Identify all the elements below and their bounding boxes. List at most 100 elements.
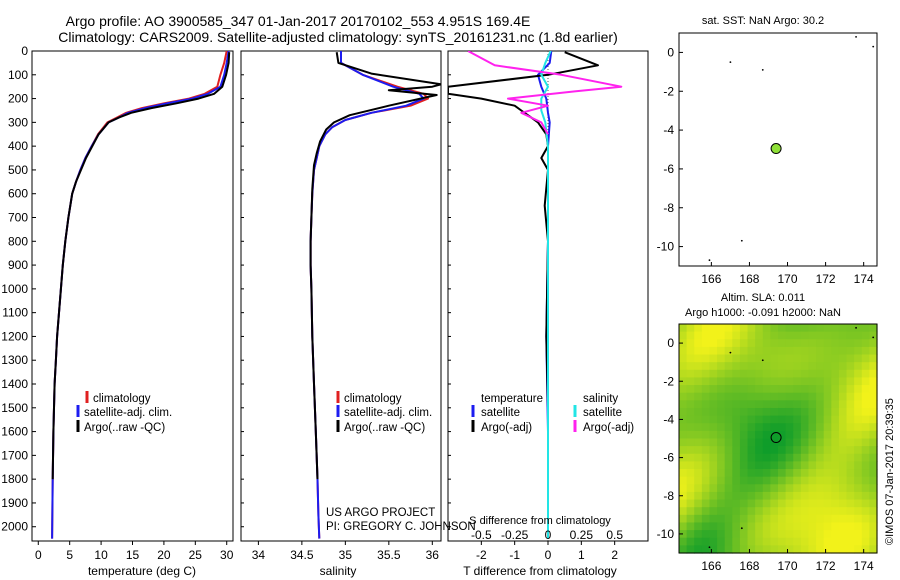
sla-cell [694,522,703,531]
legend-label-s-satellite: satellite [583,407,622,419]
sla-cell [861,400,870,409]
sla-cell [739,392,749,401]
sla-cell [869,446,878,455]
sla-cell [861,514,870,524]
sla-cell [854,324,863,333]
y-tick-label: 1000 [1,282,28,296]
sla-cell [823,530,832,539]
sla-cell [679,407,688,417]
sla-cell [739,346,749,356]
sla-cell [747,430,756,440]
map-frame [678,323,878,554]
sla-cell [800,346,810,356]
sla-cell [808,324,817,333]
title-line-1: Argo profile: AO 3900585_347 01-Jan-2017… [66,13,531,29]
sla-cell [831,354,840,363]
sla-cell [686,491,695,501]
sla-cell [831,331,840,340]
sla-cell [694,446,703,455]
sla-cell [709,499,718,508]
sla-cell [694,537,703,546]
sla-cell [686,369,695,379]
sla-cell [793,400,802,409]
sla-cell [861,331,870,340]
sla-cell [686,339,695,348]
sla-cell [732,339,741,348]
sla-cell [793,407,802,417]
sla-cell [732,476,741,485]
sla-cell [732,377,741,386]
sla-cell [755,415,764,424]
sla-cell [823,400,832,409]
sla-cell [694,354,703,363]
y-tick-label: -8 [663,201,674,215]
sla-cell [686,476,695,485]
sla-cell [846,400,855,409]
sla-cell [686,469,695,478]
sla-cell [854,446,863,455]
y-tick-label: 1800 [1,472,28,486]
x-tick-label: 35.5 [377,548,401,562]
sla-cell [778,499,787,508]
sla-cell [816,354,825,363]
x-tick-label: 0 [35,548,42,562]
sla-cell [800,530,810,539]
x-tick-label: 34.5 [290,548,314,562]
sla-cell [808,369,817,379]
sla-cell [762,385,771,394]
sla-cell [739,385,749,394]
sla-cell [838,331,848,340]
sla-cell [709,430,718,440]
sla-cell [724,453,733,462]
sla-cell [762,461,771,470]
sla-cell [679,415,688,424]
y-tick-label: 900 [8,258,28,272]
sla-cell [709,377,718,386]
sla-cell [816,446,825,455]
sla-cell [686,362,695,371]
x-tick-label: 1 [578,548,585,562]
sla-cell [785,346,794,356]
sla-cell [785,522,794,531]
sla-cell [701,530,711,539]
sla-cell [679,362,688,371]
sla-cell [808,423,817,432]
sla-cell [778,392,787,401]
sla-cell [793,491,802,501]
sla-cell [747,545,756,554]
temperature-x-axis-label: temperature (deg C) [88,564,196,578]
sla-cell [861,537,870,546]
sla-cell [793,324,802,333]
sla-cell [717,392,726,401]
x-tick-label: 25 [189,548,203,562]
sla-cell [808,385,817,394]
sla-cell [869,400,878,409]
sla-cell [701,514,711,524]
sla-cell [717,438,726,447]
island-marker [740,527,743,530]
sla-cell [800,324,810,333]
sla-cell [770,453,779,462]
sla-cell [854,346,863,356]
sla-cell [701,354,711,363]
sla-cell [755,530,764,539]
sla-cell [694,491,703,501]
sla-cell [679,438,688,447]
sla-cell [747,514,756,524]
sla-cell [717,430,726,440]
sla-cell [739,331,749,340]
sla-cell [747,461,756,470]
y-tick-label: -6 [663,162,674,176]
x-tick-label: 36 [426,548,440,562]
x-tick-label: 5 [66,548,73,562]
sla-cell [755,446,764,455]
sla-cell [686,530,695,539]
sla-cell [808,461,817,470]
sla-cell [739,446,749,455]
sla-cell [854,377,863,386]
sla-cell [739,522,749,531]
sla-cell [717,530,726,539]
sla-cell [679,461,688,470]
sla-cell [854,537,863,546]
sla-cell [838,423,848,432]
